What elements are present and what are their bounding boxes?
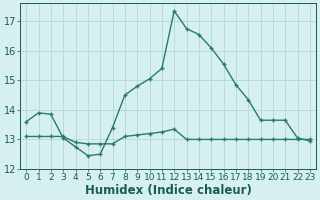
X-axis label: Humidex (Indice chaleur): Humidex (Indice chaleur) [84,184,252,197]
